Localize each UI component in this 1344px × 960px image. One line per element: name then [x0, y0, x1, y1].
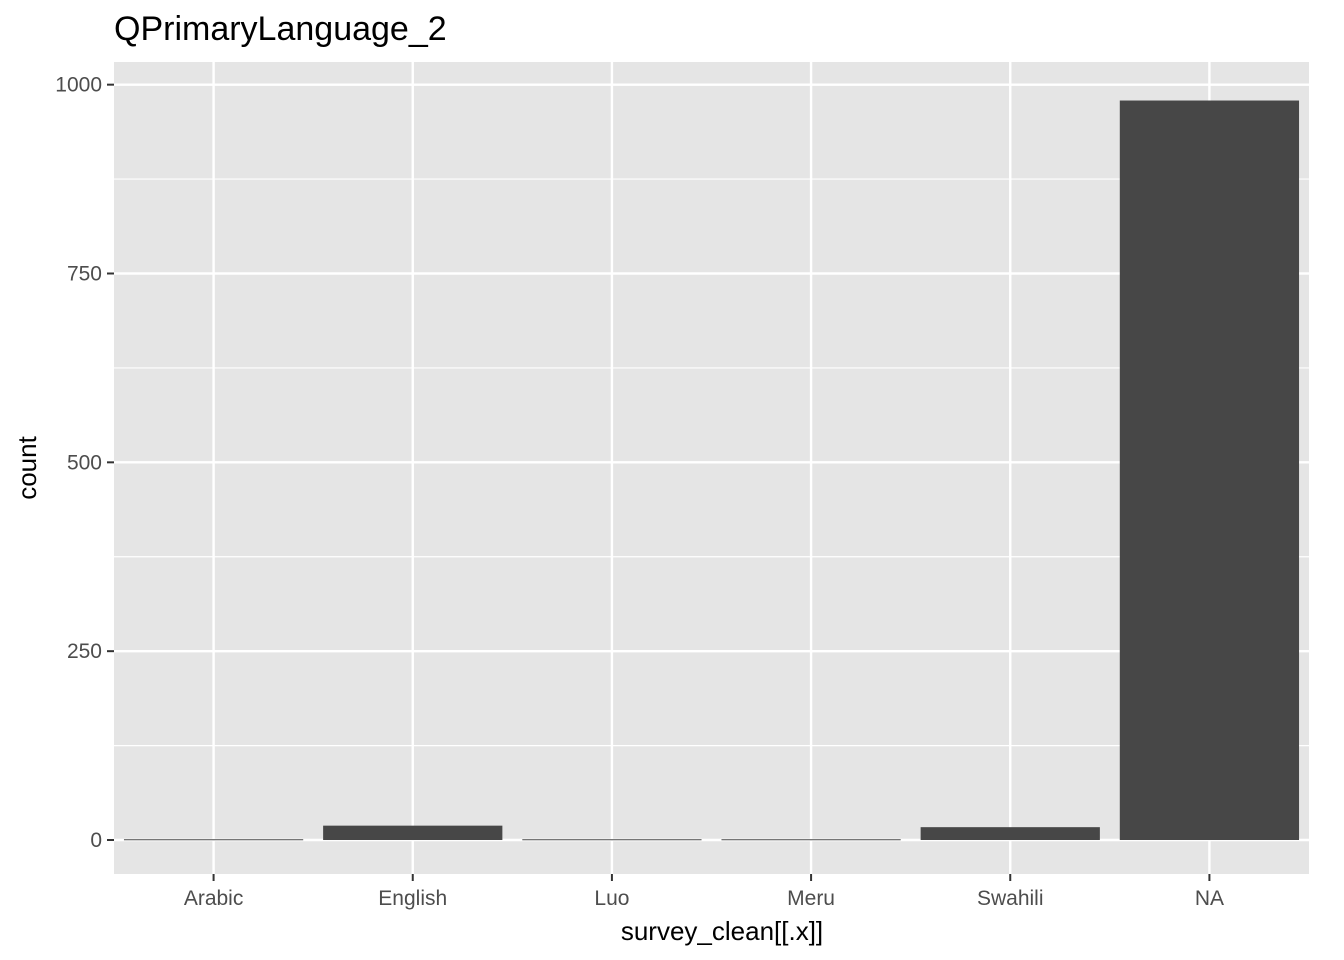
chart-title: QPrimaryLanguage_2	[114, 10, 447, 48]
y-tick-label: 0	[90, 829, 102, 852]
x-tick-label: Luo	[594, 887, 629, 910]
bar-meru	[721, 839, 901, 841]
x-tick-label: NA	[1195, 887, 1224, 910]
bar-english	[323, 825, 503, 841]
y-tick-label: 250	[67, 640, 102, 663]
y-axis: 0 250 500 750 1000	[55, 74, 114, 852]
x-axis: Arabic English Luo Meru Swahili NA	[184, 874, 1224, 910]
minor-gridlines	[114, 178, 1309, 747]
bar-swahili	[920, 827, 1100, 841]
bar-luo	[522, 839, 702, 841]
y-tick-label: 500	[67, 451, 102, 474]
bar-na	[1119, 100, 1300, 841]
x-axis-title: survey_clean[[.x]]	[621, 916, 823, 946]
bars	[123, 100, 1300, 841]
plot-panel	[114, 62, 1309, 874]
x-tick-label: Arabic	[184, 887, 244, 910]
y-axis-title: count	[12, 435, 42, 499]
y-tick-label: 1000	[55, 74, 102, 97]
x-tick-label: Swahili	[977, 887, 1044, 910]
x-tick-label: English	[378, 887, 447, 910]
x-tick-label: Meru	[787, 887, 835, 910]
bar-arabic	[123, 839, 304, 841]
y-tick-label: 750	[67, 262, 102, 285]
